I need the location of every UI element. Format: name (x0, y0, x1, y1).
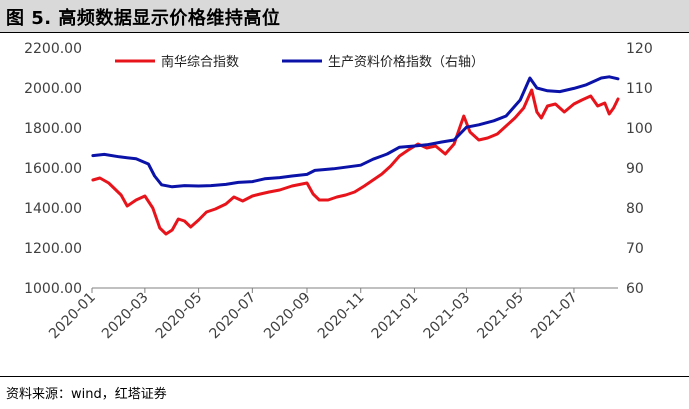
x-tick-label: 2020-03 (99, 290, 152, 343)
x-tick-label: 2020-01 (46, 290, 99, 343)
y-left-tick-label: 2200.00 (24, 41, 82, 57)
series-group (91, 75, 620, 236)
source-note: 资料来源：wind，红塔证券 (6, 387, 167, 402)
y-left-tick-label: 1000.00 (24, 281, 82, 297)
y-right-tick-label: 110 (626, 81, 653, 97)
y-left-tick-label: 1600.00 (24, 161, 82, 177)
x-axis-ticks: 2020-01 2020-03 2020-05 2020-07 2020-09 2020-… (46, 288, 581, 342)
y-left-tick-label: 1200.00 (24, 241, 82, 257)
y-left-tick-label: 1800.00 (24, 121, 82, 137)
x-tick-label: 2020-09 (261, 290, 314, 343)
x-tick-label: 2021-01 (369, 290, 422, 343)
y-left-tick-label: 1400.00 (24, 201, 82, 217)
y-right-tick-label: 80 (626, 201, 644, 217)
right-axis-ticks: 60 70 80 90 100 110 120 (626, 41, 653, 297)
x-tick-label: 2020-11 (315, 290, 368, 343)
series-line-producer-price-index (91, 75, 620, 189)
x-tick-label: 2020-05 (153, 290, 206, 343)
legend: 南华综合指数 生产资料价格指数（右轴） (115, 54, 484, 70)
y-right-tick-label: 60 (626, 281, 644, 297)
left-axis-ticks: 1000.00 1200.00 1400.00 1600.00 1800.00 2000.… (24, 41, 82, 297)
footer-rule (0, 376, 689, 377)
y-left-tick-label: 2000.00 (24, 81, 82, 97)
x-tick-label: 2021-07 (528, 290, 581, 343)
x-tick-label: 2020-07 (207, 290, 260, 343)
y-right-tick-label: 120 (626, 41, 653, 57)
x-tick-label: 2021-05 (474, 290, 527, 343)
figure-title: 图 5. 高频数据显示价格维持高位 (6, 8, 281, 29)
series-line-nanhua-index (91, 88, 620, 236)
y-right-tick-label: 100 (626, 121, 653, 137)
x-tick-label: 2021-03 (421, 290, 474, 343)
title-bar: 图 5. 高频数据显示价格维持高位 (0, 0, 689, 33)
legend-label: 南华综合指数 (161, 54, 239, 70)
y-right-tick-label: 70 (626, 241, 644, 257)
legend-label: 生产资料价格指数（右轴） (328, 54, 484, 70)
y-right-tick-label: 90 (626, 161, 644, 177)
